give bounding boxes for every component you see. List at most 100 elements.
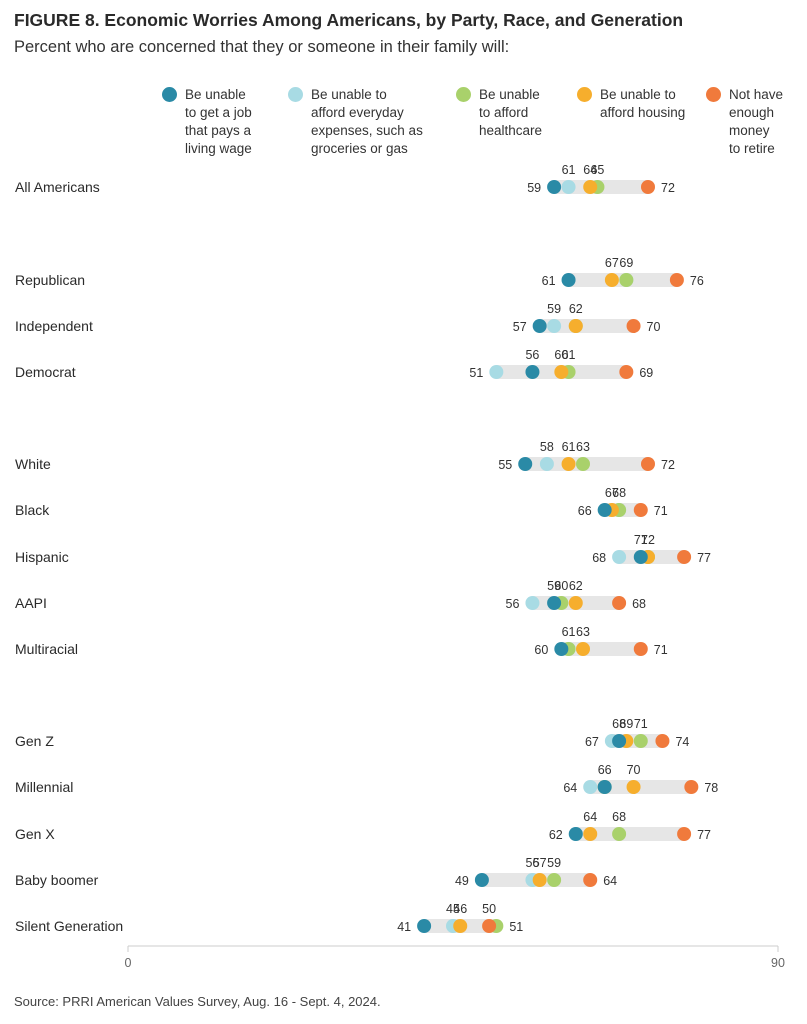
value-label-min-white: 55	[498, 458, 512, 472]
dot-white-s4	[641, 457, 655, 471]
value-label-max-independent: 70	[647, 320, 661, 334]
value-label-max-gen-x: 77	[697, 828, 711, 842]
value-label-min-republican: 61	[542, 274, 556, 288]
dot-millennial-s0	[597, 780, 612, 794]
value-label-top-white-1: 61	[562, 440, 576, 454]
row-label-baby-boomer: Baby boomer	[15, 872, 99, 888]
x-tick-label-0: 0	[125, 956, 132, 970]
legend-label-job: Be unable to get a job that pays a livin…	[185, 87, 252, 156]
dot-all-americans-s4	[641, 180, 655, 194]
value-label-top-democrat-2: 61	[562, 348, 576, 362]
dot-gen-z-s0	[612, 734, 627, 748]
dot-aapi-s1	[525, 596, 540, 610]
value-label-max-baby-boomer: 64	[603, 874, 617, 888]
row-label-gen-z: Gen Z	[15, 733, 54, 749]
dot-white-s2	[576, 457, 590, 471]
legend-label-healthcare: Be unable to afford healthcare	[479, 87, 543, 138]
value-label-min-black: 66	[578, 504, 592, 518]
legend-dot-retire	[706, 87, 721, 102]
value-label-top-multiracial-1: 63	[576, 625, 590, 639]
value-label-top-gen-z-1: 69	[619, 717, 633, 731]
row-label-republican: Republican	[15, 272, 85, 288]
value-label-max-silent-generation: 51	[509, 920, 523, 934]
value-label-max-democrat: 69	[639, 366, 653, 380]
dot-white-s0	[518, 457, 533, 471]
value-label-top-silent-generation-0: 45	[446, 902, 460, 916]
value-label-top-all-americans-2: 65	[590, 163, 604, 177]
value-label-min-independent: 57	[513, 320, 527, 334]
row-label-independent: Independent	[15, 318, 93, 334]
dot-black-s4	[633, 503, 648, 517]
row-label-hispanic: Hispanic	[15, 549, 69, 565]
dot-hispanic-s1	[612, 550, 627, 564]
value-label-max-millennial: 78	[704, 781, 718, 795]
value-label-max-all-americans: 72	[661, 181, 675, 195]
chart-title: FIGURE 8. Economic Worries Among America…	[14, 10, 684, 30]
value-label-min-baby-boomer: 49	[455, 874, 469, 888]
value-label-top-aapi-1: 60	[554, 579, 568, 593]
legend-dot-expenses	[288, 87, 303, 102]
value-label-top-independent-1: 62	[569, 302, 583, 316]
dot-independent-s3	[568, 319, 583, 333]
dot-gen-x-s3	[583, 827, 598, 841]
dot-silent-generation-s0	[417, 919, 432, 933]
dot-gen-x-s4	[677, 827, 692, 841]
value-label-max-black: 71	[654, 504, 668, 518]
dot-gen-z-s2	[633, 734, 648, 748]
dot-all-americans-s1	[561, 180, 576, 194]
value-label-top-all-americans-0: 61	[562, 163, 576, 177]
dot-white-s3	[561, 457, 576, 471]
value-label-top-baby-boomer-1: 57	[533, 856, 547, 870]
value-label-max-multiracial: 71	[654, 643, 668, 657]
value-label-min-gen-z: 67	[585, 735, 599, 749]
value-label-max-aapi: 68	[632, 597, 646, 611]
dot-aapi-s4	[612, 596, 627, 610]
row-label-aapi: AAPI	[15, 595, 47, 611]
legend-label-housing: Be unable to afford housing	[600, 87, 686, 120]
value-label-top-baby-boomer-2: 59	[547, 856, 561, 870]
row-label-silent-generation: Silent Generation	[15, 918, 123, 934]
dot-white-s1	[539, 457, 554, 471]
value-label-top-multiracial-0: 61	[562, 625, 576, 639]
row-label-multiracial: Multiracial	[15, 641, 78, 657]
legend-label-expenses: Be unable to afford everyday expenses, s…	[311, 87, 423, 156]
dot-hispanic-s4	[677, 550, 692, 564]
row-label-black: Black	[15, 502, 50, 518]
value-label-min-silent-generation: 41	[397, 920, 411, 934]
chart-subtitle: Percent who are concerned that they or s…	[14, 38, 510, 56]
value-label-min-hispanic: 68	[592, 551, 606, 565]
dot-democrat-s1	[489, 365, 504, 379]
dot-gen-x-s2	[612, 827, 627, 841]
row-label-all-americans: All Americans	[15, 179, 100, 195]
dot-baby-boomer-s0	[474, 873, 489, 887]
x-tick-label-90: 90	[771, 956, 785, 970]
value-label-top-silent-generation-2: 50	[482, 902, 496, 916]
dot-republican-s3	[604, 273, 619, 287]
dot-democrat-s4	[619, 365, 634, 379]
value-label-min-gen-x: 62	[549, 828, 563, 842]
dot-baby-boomer-s4	[583, 873, 598, 887]
value-label-top-republican-0: 67	[605, 256, 619, 270]
value-label-top-gen-z-2: 71	[634, 717, 648, 731]
value-label-top-democrat-0: 56	[525, 348, 539, 362]
row-label-democrat: Democrat	[15, 364, 76, 380]
dot-all-americans-s0	[547, 180, 562, 194]
value-label-max-hispanic: 77	[697, 551, 711, 565]
dot-aapi-s3	[568, 596, 583, 610]
value-label-top-aapi-2: 62	[569, 579, 583, 593]
dot-millennial-s3	[626, 780, 641, 794]
row-label-millennial: Millennial	[15, 779, 73, 795]
legend-dot-job	[162, 87, 177, 102]
value-label-top-white-0: 58	[540, 440, 554, 454]
dot-gen-x-s0	[568, 827, 583, 841]
value-label-min-multiracial: 60	[534, 643, 548, 657]
dot-republican-s2	[619, 273, 634, 287]
value-label-top-white-2: 63	[576, 440, 590, 454]
dot-independent-s0	[532, 319, 547, 333]
dot-silent-generation-s3	[453, 919, 468, 933]
value-label-top-baby-boomer-0: 56	[525, 856, 539, 870]
value-label-top-republican-1: 69	[619, 256, 633, 270]
value-label-top-independent-0: 59	[547, 302, 561, 316]
dot-multiracial-s4	[633, 642, 648, 656]
